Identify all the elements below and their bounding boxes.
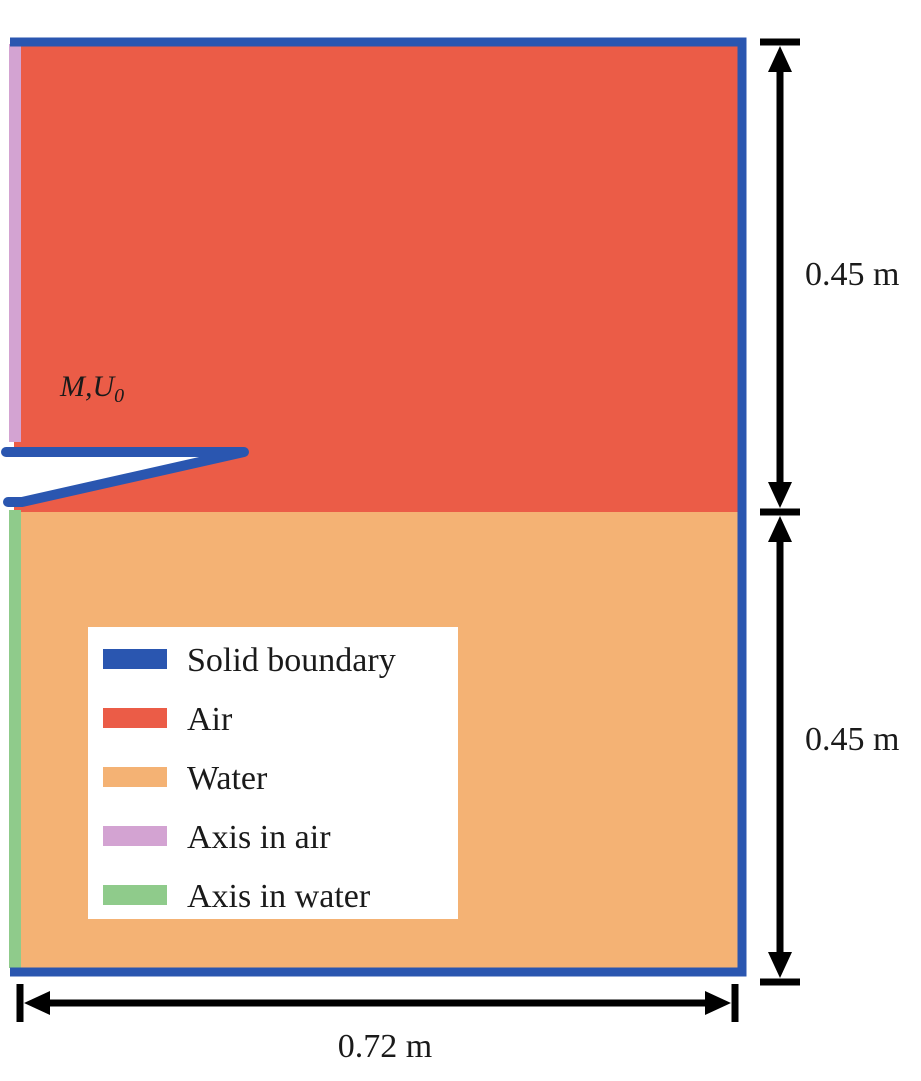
legend-swatch [103,649,167,669]
legend-label: Air [187,701,233,738]
legend-swatch [103,767,167,787]
dimension-lower-label: 0.45 m [805,721,899,758]
legend-swatch [103,826,167,846]
legend-swatch [103,708,167,728]
air-region [14,42,738,512]
body-label: M,U0 [59,370,124,407]
solid-boundary-wedge [1,447,249,507]
solid-boundary [10,37,747,977]
dimension-width-label: 0.72 m [338,1028,432,1065]
dimension-upper-height [760,38,800,516]
legend-label: Water [187,760,268,797]
legend: Solid boundary Air Water Axis in air Axis in… [88,627,458,919]
dimension-width [16,984,739,1022]
legend-label: Solid boundary [187,642,396,679]
dimension-upper-label: 0.45 m [805,256,899,293]
legend-swatch [103,885,167,905]
dimension-lower-height [760,516,800,986]
legend-label: Axis in water [187,878,371,915]
legend-label: Axis in air [187,819,331,856]
